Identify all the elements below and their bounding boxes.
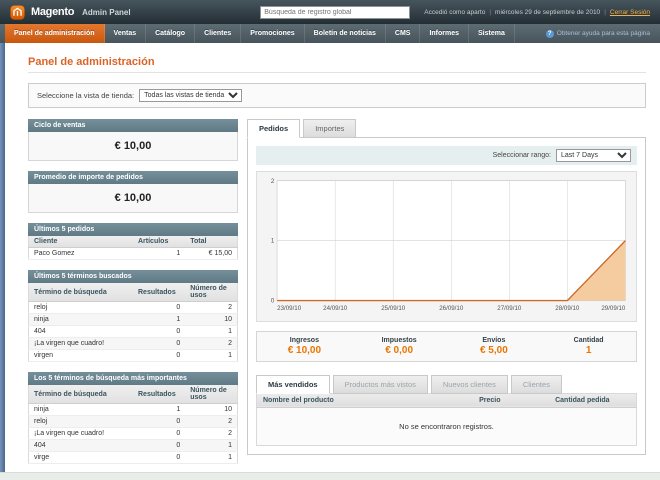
nav-item-informes[interactable]: Informes — [420, 24, 470, 43]
lifetime-sales-box: Ciclo de ventas € 10,00 — [28, 119, 238, 161]
box-title: Promedio de importe de pedidos — [28, 171, 238, 184]
tab-importes[interactable]: Importes — [303, 119, 357, 138]
table-row[interactable]: virge 0 1 — [28, 451, 238, 464]
nav-item-clientes[interactable]: Clientes — [195, 24, 242, 43]
help-icon: ? — [545, 29, 554, 38]
tab-pedidos[interactable]: Pedidos — [247, 119, 301, 138]
chart-tabs: Pedidos Importes — [247, 119, 646, 138]
range-select[interactable]: Last 7 Days — [556, 149, 631, 162]
range-bar: Seleccionar rango: Last 7 Days — [256, 146, 637, 165]
average-orders-value: € 10,00 — [28, 184, 238, 213]
svg-text:26/09/10: 26/09/10 — [439, 305, 464, 312]
tab-clientes[interactable]: Clientes — [510, 374, 562, 394]
svg-text:23/09/10: 23/09/10 — [277, 305, 302, 312]
last-search-terms-box: Últimos 5 términos buscados Término de b… — [28, 270, 238, 362]
last-search-terms-table: Término de búsqueda Resultados Número de… — [28, 283, 238, 362]
global-search-input[interactable] — [260, 5, 411, 19]
separator: | — [489, 8, 492, 16]
magento-logo-icon — [10, 4, 25, 20]
box-title: Ciclo de ventas — [28, 119, 238, 132]
stat-impuestos: Impuestos € 0,00 — [381, 336, 417, 356]
svg-text:24/09/10: 24/09/10 — [323, 305, 348, 312]
svg-text:29/09/10: 29/09/10 — [601, 305, 626, 312]
orders-chart: 23/09/10 24/09/10 25/09/10 26/09/10 27/09/10… — [271, 178, 626, 312]
logout-link[interactable]: Cerrar Sesión — [609, 8, 650, 16]
nav-item-catalogo[interactable]: Catálogo — [146, 24, 196, 43]
table-row[interactable]: ninja 1 10 — [28, 403, 238, 416]
svg-text:1: 1 — [271, 238, 275, 245]
dashboard-left-column: Ciclo de ventas € 10,00 Promedio de impo… — [28, 119, 238, 474]
table-row[interactable]: reloj 0 2 — [28, 415, 238, 428]
lifetime-sales-value: € 10,00 — [28, 132, 238, 161]
box-title: Últimos 5 términos buscados — [28, 270, 238, 283]
svg-text:28/09/10: 28/09/10 — [555, 305, 580, 312]
store-view-select[interactable]: Todas las vistas de tienda — [139, 89, 243, 102]
totals-bar: Ingresos € 10,00 Impuestos € 0,00 Envíos… — [256, 330, 637, 362]
tab-productos-mas-vistos[interactable]: Productos más vistos — [332, 374, 428, 394]
range-label: Seleccionar rango: — [492, 152, 551, 159]
table-row[interactable]: ¡La virgen que cuadro! 0 2 — [28, 337, 238, 350]
left-frame-strip — [0, 43, 5, 472]
table-row[interactable]: 404 0 1 — [28, 325, 238, 338]
tab-mas-vendidos[interactable]: Más vendidos — [256, 374, 330, 394]
table-row[interactable]: 404 0 1 — [28, 439, 238, 452]
empty-records-message: No se encontraron registros. — [256, 407, 637, 446]
nav-item-sistema[interactable]: Sistema — [469, 24, 515, 43]
store-view-label: Seleccione la vista de tienda: — [37, 91, 135, 100]
table-row[interactable]: ninja 1 10 — [28, 313, 238, 326]
svg-text:27/09/10: 27/09/10 — [497, 305, 522, 312]
separator: | — [604, 8, 606, 16]
stat-envios: Envíos € 5,00 — [479, 336, 508, 356]
logged-in-text: Accedió como aparto — [424, 8, 486, 16]
tab-nuevos-clientes[interactable]: Nuevos clientes — [430, 374, 508, 394]
svg-text:2: 2 — [271, 178, 275, 185]
nav-item-cms[interactable]: CMS — [386, 24, 421, 43]
main-nav: Panel de administración Ventas Catálogo … — [0, 24, 660, 43]
box-title: Los 5 términos de búsqueda más important… — [28, 372, 238, 385]
stat-ingresos: Ingresos € 10,00 — [287, 336, 322, 356]
nav-item-dashboard[interactable]: Panel de administración — [5, 24, 105, 43]
dashboard-main-column: Pedidos Importes Seleccionar rango: Last… — [247, 119, 646, 455]
last-orders-table: Cliente Artículos Total Paco Gomez 1 € 1… — [28, 236, 238, 260]
average-orders-box: Promedio de importe de pedidos € 10,00 — [28, 171, 238, 213]
nav-item-promociones[interactable]: Promociones — [241, 24, 305, 43]
brand-suffix: Admin Panel — [82, 7, 131, 17]
nav-item-boletin[interactable]: Boletín de noticias — [305, 24, 386, 43]
brand-name: Magento — [31, 6, 75, 18]
grid-tabs: Más vendidos Productos más vistos Nuevos… — [256, 374, 637, 394]
chart-panel: Seleccionar rango: Last 7 Days 23/09/10 2… — [247, 137, 646, 455]
top-search-terms-table: Término de búsqueda Resultados Número de… — [28, 385, 238, 464]
table-row[interactable]: virgen 0 1 — [28, 349, 238, 362]
last-orders-box: Últimos 5 pedidos Cliente Artículos Tota… — [28, 223, 238, 260]
svg-text:25/09/10: 25/09/10 — [381, 305, 406, 312]
bottom-frame-bar — [0, 472, 660, 480]
table-row[interactable]: Paco Gomez 1 € 15,00 — [28, 247, 238, 260]
orders-chart-holder: 23/09/10 24/09/10 25/09/10 26/09/10 27/09/10… — [256, 171, 637, 322]
top-search-terms-box: Los 5 términos de búsqueda más important… — [28, 372, 238, 464]
nav-item-ventas[interactable]: Ventas — [105, 24, 147, 43]
table-row[interactable]: ¡La virgen que cuadro! 0 2 — [28, 427, 238, 440]
current-date: miércoles 29 de septiembre de 2010 — [495, 8, 601, 16]
svg-text:0: 0 — [271, 298, 275, 305]
bestsellers-table: Nombre del producto Precio Cantidad pedi… — [256, 392, 637, 446]
header: Magento Admin Panel Accedió como aparto … — [0, 0, 660, 24]
page-title: Panel de administración — [28, 43, 646, 73]
table-row[interactable]: reloj 0 2 — [28, 301, 238, 314]
get-help-link[interactable]: ? Obtener ayuda para esta página — [545, 24, 660, 43]
store-view-switcher: Seleccione la vista de tienda: Todas las… — [28, 83, 646, 108]
stat-cantidad: Cantidad 1 — [573, 336, 604, 356]
box-title: Últimos 5 pedidos — [28, 223, 238, 236]
